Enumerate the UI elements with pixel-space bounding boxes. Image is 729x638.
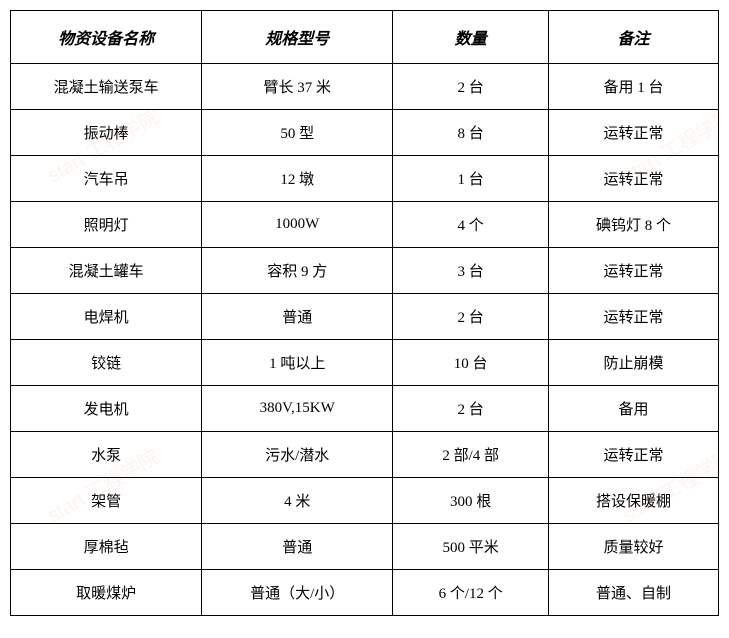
table-cell: 2 台 bbox=[393, 294, 549, 340]
table-body: 混凝土输送泵车臂长 37 米2 台备用 1 台振动棒50 型8 台运转正常汽车吊… bbox=[11, 64, 719, 616]
table-cell: 50 型 bbox=[202, 110, 393, 156]
table-cell: 4 个 bbox=[393, 202, 549, 248]
table-row: 照明灯1000W4 个碘钨灯 8 个 bbox=[11, 202, 719, 248]
table-cell: 运转正常 bbox=[549, 294, 719, 340]
table-cell: 水泵 bbox=[11, 432, 202, 478]
table-row: 混凝土输送泵车臂长 37 米2 台备用 1 台 bbox=[11, 64, 719, 110]
table-cell: 1 吨以上 bbox=[202, 340, 393, 386]
table-cell: 臂长 37 米 bbox=[202, 64, 393, 110]
table-cell: 防止崩模 bbox=[549, 340, 719, 386]
table-cell: 容积 9 方 bbox=[202, 248, 393, 294]
table-header-row: 物资设备名称 规格型号 数量 备注 bbox=[11, 11, 719, 64]
table-cell: 照明灯 bbox=[11, 202, 202, 248]
table-cell: 3 台 bbox=[393, 248, 549, 294]
table-cell: 2 台 bbox=[393, 64, 549, 110]
table-cell: 振动棒 bbox=[11, 110, 202, 156]
table-row: 振动棒50 型8 台运转正常 bbox=[11, 110, 719, 156]
table-row: 取暖煤炉普通（大/小）6 个/12 个普通、自制 bbox=[11, 570, 719, 616]
table-row: 架管4 米300 根搭设保暖棚 bbox=[11, 478, 719, 524]
header-name: 物资设备名称 bbox=[11, 11, 202, 64]
table-cell: 铰链 bbox=[11, 340, 202, 386]
table-cell: 普通、自制 bbox=[549, 570, 719, 616]
table-cell: 12 墩 bbox=[202, 156, 393, 202]
equipment-table: 物资设备名称 规格型号 数量 备注 混凝土输送泵车臂长 37 米2 台备用 1 … bbox=[10, 10, 719, 616]
table-cell: 普通 bbox=[202, 524, 393, 570]
table-cell: 混凝土输送泵车 bbox=[11, 64, 202, 110]
table-cell: 1000W bbox=[202, 202, 393, 248]
table-cell: 备用 bbox=[549, 386, 719, 432]
table-cell: 运转正常 bbox=[549, 110, 719, 156]
table-cell: 备用 1 台 bbox=[549, 64, 719, 110]
table-container: start 工程学院 start 工程学院 start 工程学院 start 工… bbox=[10, 10, 719, 616]
table-cell: 10 台 bbox=[393, 340, 549, 386]
table-cell: 普通（大/小） bbox=[202, 570, 393, 616]
table-cell: 汽车吊 bbox=[11, 156, 202, 202]
table-cell: 发电机 bbox=[11, 386, 202, 432]
table-cell: 运转正常 bbox=[549, 248, 719, 294]
table-cell: 500 平米 bbox=[393, 524, 549, 570]
header-spec: 规格型号 bbox=[202, 11, 393, 64]
table-cell: 2 部/4 部 bbox=[393, 432, 549, 478]
header-note: 备注 bbox=[549, 11, 719, 64]
header-qty: 数量 bbox=[393, 11, 549, 64]
table-cell: 2 台 bbox=[393, 386, 549, 432]
table-cell: 电焊机 bbox=[11, 294, 202, 340]
table-row: 铰链1 吨以上10 台防止崩模 bbox=[11, 340, 719, 386]
table-cell: 8 台 bbox=[393, 110, 549, 156]
table-cell: 取暖煤炉 bbox=[11, 570, 202, 616]
table-cell: 厚棉毡 bbox=[11, 524, 202, 570]
table-cell: 普通 bbox=[202, 294, 393, 340]
table-cell: 架管 bbox=[11, 478, 202, 524]
table-row: 电焊机普通2 台运转正常 bbox=[11, 294, 719, 340]
table-cell: 混凝土罐车 bbox=[11, 248, 202, 294]
table-cell: 6 个/12 个 bbox=[393, 570, 549, 616]
table-cell: 污水/潜水 bbox=[202, 432, 393, 478]
table-row: 水泵污水/潜水2 部/4 部运转正常 bbox=[11, 432, 719, 478]
table-row: 汽车吊12 墩1 台运转正常 bbox=[11, 156, 719, 202]
table-cell: 4 米 bbox=[202, 478, 393, 524]
table-cell: 碘钨灯 8 个 bbox=[549, 202, 719, 248]
table-cell: 运转正常 bbox=[549, 156, 719, 202]
table-cell: 质量较好 bbox=[549, 524, 719, 570]
table-cell: 300 根 bbox=[393, 478, 549, 524]
table-cell: 运转正常 bbox=[549, 432, 719, 478]
table-row: 混凝土罐车容积 9 方3 台运转正常 bbox=[11, 248, 719, 294]
table-row: 发电机380V,15KW2 台备用 bbox=[11, 386, 719, 432]
table-cell: 1 台 bbox=[393, 156, 549, 202]
table-row: 厚棉毡普通500 平米质量较好 bbox=[11, 524, 719, 570]
table-cell: 搭设保暖棚 bbox=[549, 478, 719, 524]
table-cell: 380V,15KW bbox=[202, 386, 393, 432]
